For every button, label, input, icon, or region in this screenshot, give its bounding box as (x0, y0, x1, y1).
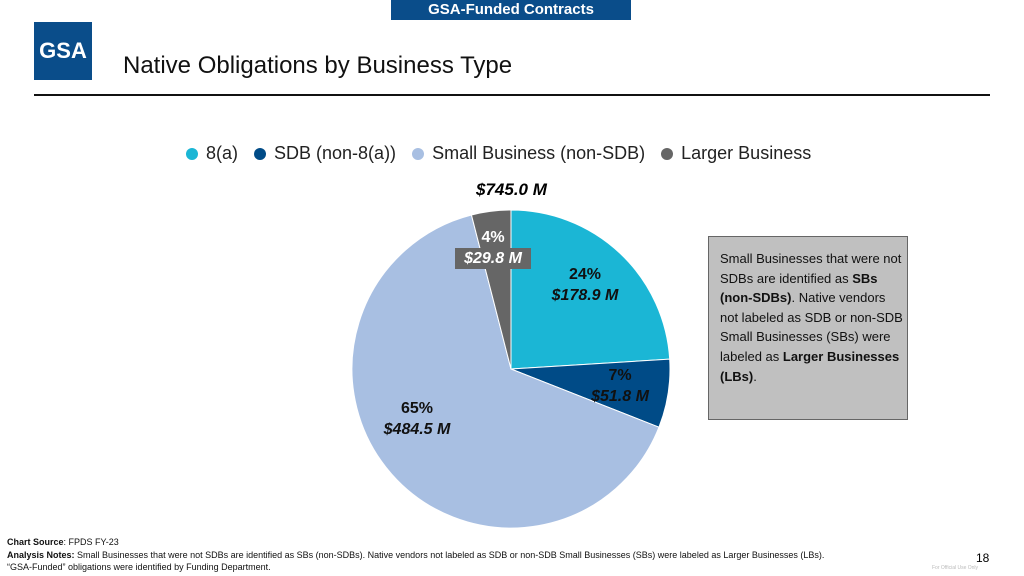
legend-label: Larger Business (681, 143, 812, 163)
legend-swatch (254, 147, 267, 160)
legend-swatch (186, 147, 198, 160)
page-title: Native Obligations by Business Type (123, 52, 513, 79)
legend-label: 8(a) (206, 143, 239, 163)
pie-slice-0 (510, 209, 671, 370)
slice-label-8a: 24% $178.9 M (551, 266, 619, 304)
legend-swatch (412, 147, 425, 160)
legend-item-larger-business: Larger Business (661, 143, 811, 164)
legend-item-small-business: Small Business (non-SDB) (412, 143, 645, 164)
gsa-logo: GSA (34, 22, 92, 80)
chart-legend: 8(a) SDB (non-8(a)) Small Business (non-… (186, 143, 811, 164)
fouo-marking: For Official Use Only (932, 565, 979, 571)
title-divider (34, 94, 990, 96)
legend-label: SDB (non-8(a)) (274, 143, 397, 163)
legend-swatch (661, 147, 674, 160)
chart-total: $745.0 M (476, 180, 547, 199)
footer-notes: Chart Source: FPDS FY-23 Analysis Notes:… (7, 537, 825, 572)
legend-item-8a: 8(a) (186, 143, 238, 164)
section-banner: GSA-Funded Contracts (391, 0, 631, 20)
explanation-callout: Small Businesses that were not SDBs are … (708, 236, 908, 420)
legend-item-sdb: SDB (non-8(a)) (254, 143, 396, 164)
legend-label: Small Business (non-SDB) (432, 143, 646, 163)
slice-label-sdb: 7% $51.8 M (591, 367, 649, 405)
pie-slice-2 (351, 214, 660, 529)
slice-label-small-business: 65% $484.5 M (383, 400, 451, 438)
slice-label-larger-business: 4% $29.8 M (455, 227, 531, 269)
page-number: 18 (976, 551, 990, 565)
